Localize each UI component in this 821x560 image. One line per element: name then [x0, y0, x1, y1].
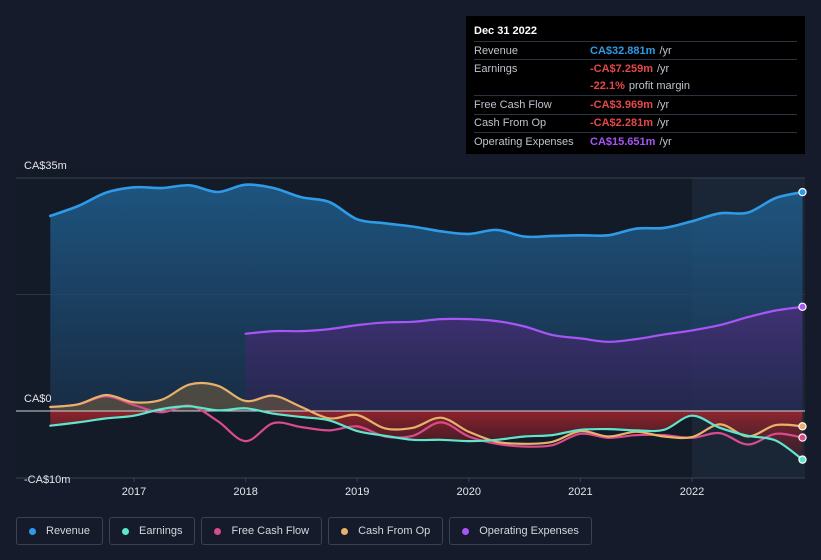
- tooltip-row-unit: /yr: [656, 98, 670, 111]
- x-tick-label: 2018: [233, 486, 257, 498]
- legend-item-free-cash-flow[interactable]: Free Cash Flow: [201, 517, 323, 545]
- tooltip-row-label: Earnings: [474, 63, 518, 76]
- cash-from-op-endpoint: [798, 422, 807, 431]
- operating-expenses-area: [245, 306, 803, 411]
- y-tick-label: -CA$10m: [24, 474, 70, 486]
- x-tick-label: 2022: [680, 486, 704, 498]
- tooltip-row-value: -CA$7.259m: [590, 63, 653, 76]
- tooltip-row-unit: /yr: [659, 135, 672, 148]
- revenue-line: [49, 183, 804, 239]
- tooltip-row-label: Operating Expenses: [474, 135, 574, 148]
- x-tick-label: 2019: [345, 486, 369, 498]
- legend-dot-icon: [462, 527, 470, 535]
- tooltip-row: Earnings -CA$7.259m/yr: [474, 59, 797, 77]
- legend-dot-icon: [122, 527, 130, 535]
- legend-dot-icon: [29, 527, 36, 535]
- legend-label: Earnings: [139, 525, 183, 537]
- series-endpoints: [798, 187, 807, 464]
- x-axis: 2017 2018 2019 2020 2021 2022: [122, 478, 704, 498]
- legend-label: Free Cash Flow: [231, 525, 310, 537]
- earnings-negative-area: [50, 411, 803, 460]
- tooltip-row-value: CA$32.881m: [590, 44, 656, 57]
- tooltip-row: Cash From Op -CA$2.281m/yr: [474, 113, 797, 132]
- tooltip-row-unit: /yr: [656, 117, 670, 130]
- legend-item-cash-from-op[interactable]: Cash From Op: [328, 517, 444, 545]
- earnings-line: [49, 405, 804, 461]
- tooltip-row: -22.1% profit margin: [474, 78, 797, 95]
- x-tick-label: 2017: [122, 486, 146, 498]
- legend-dot-icon: [341, 527, 349, 535]
- y-axis: CA$35m CA$0 -CA$10m: [24, 160, 70, 486]
- tooltip-row-unit: profit margin: [628, 80, 690, 93]
- legend-label: Revenue: [46, 525, 91, 537]
- tooltip-row-unit: /yr: [656, 63, 670, 76]
- operating-expenses-line: [244, 305, 804, 343]
- series-areas: [16, 184, 805, 460]
- tooltip-row-value: CA$15.651m: [590, 135, 656, 148]
- legend-label: Operating Expenses: [479, 525, 579, 537]
- tooltip-row-label: Revenue: [474, 44, 519, 57]
- x-tick-label: 2021: [568, 486, 592, 498]
- earnings-endpoint: [798, 455, 807, 464]
- y-tick-label: CA$0: [24, 393, 52, 405]
- tooltip-row-value: -CA$2.281m: [590, 117, 653, 130]
- free-cash-flow-endpoint: [798, 433, 807, 442]
- tooltip-row: Operating Expenses CA$15.651m/yr: [474, 131, 797, 150]
- tooltip-date: Dec 31 2022: [474, 25, 537, 37]
- tooltip-row-label: Cash From Op: [474, 117, 547, 130]
- cash-from-op-line: [49, 381, 804, 445]
- tooltip-row: Revenue CA$32.881m/yr: [474, 41, 797, 59]
- legend-label: Cash From Op: [358, 525, 431, 537]
- legend-item-earnings[interactable]: Earnings: [109, 517, 196, 545]
- chart-legend: Revenue Earnings Free Cash Flow Cash From O…: [16, 517, 592, 545]
- revenue-endpoint: [798, 187, 807, 197]
- tooltip-row-unit: /yr: [659, 44, 672, 57]
- legend-item-operating-expenses[interactable]: Operating Expenses: [449, 517, 592, 545]
- tooltip-panel: Dec 31 2022 Revenue CA$32.881m/yr Earnings…: [466, 16, 805, 154]
- tooltip-row-value: -22.1%: [590, 80, 625, 93]
- tooltip-row: Free Cash Flow -CA$3.969m/yr: [474, 95, 797, 113]
- legend-item-revenue[interactable]: Revenue: [16, 517, 104, 545]
- cash-from-op-positive-area: [50, 383, 803, 411]
- tooltip-row-value: -CA$3.969m: [590, 98, 653, 111]
- x-tick-label: 2020: [457, 486, 481, 498]
- legend-dot-icon: [214, 527, 222, 535]
- tooltip-row-label: Free Cash Flow: [474, 98, 552, 111]
- y-tick-label: CA$35m: [24, 160, 67, 172]
- series-lines: [49, 183, 804, 461]
- operating-expenses-endpoint: [798, 302, 807, 312]
